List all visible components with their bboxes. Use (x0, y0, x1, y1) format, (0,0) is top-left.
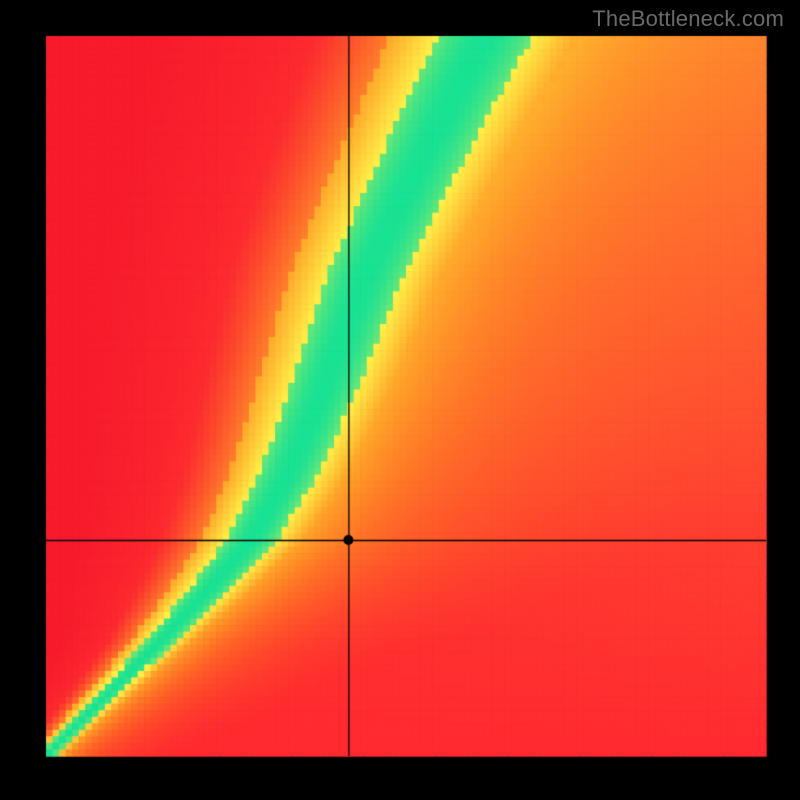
bottleneck-heatmap (0, 0, 800, 800)
chart-container: TheBottleneck.com (0, 0, 800, 800)
watermark-text: TheBottleneck.com (592, 6, 784, 32)
